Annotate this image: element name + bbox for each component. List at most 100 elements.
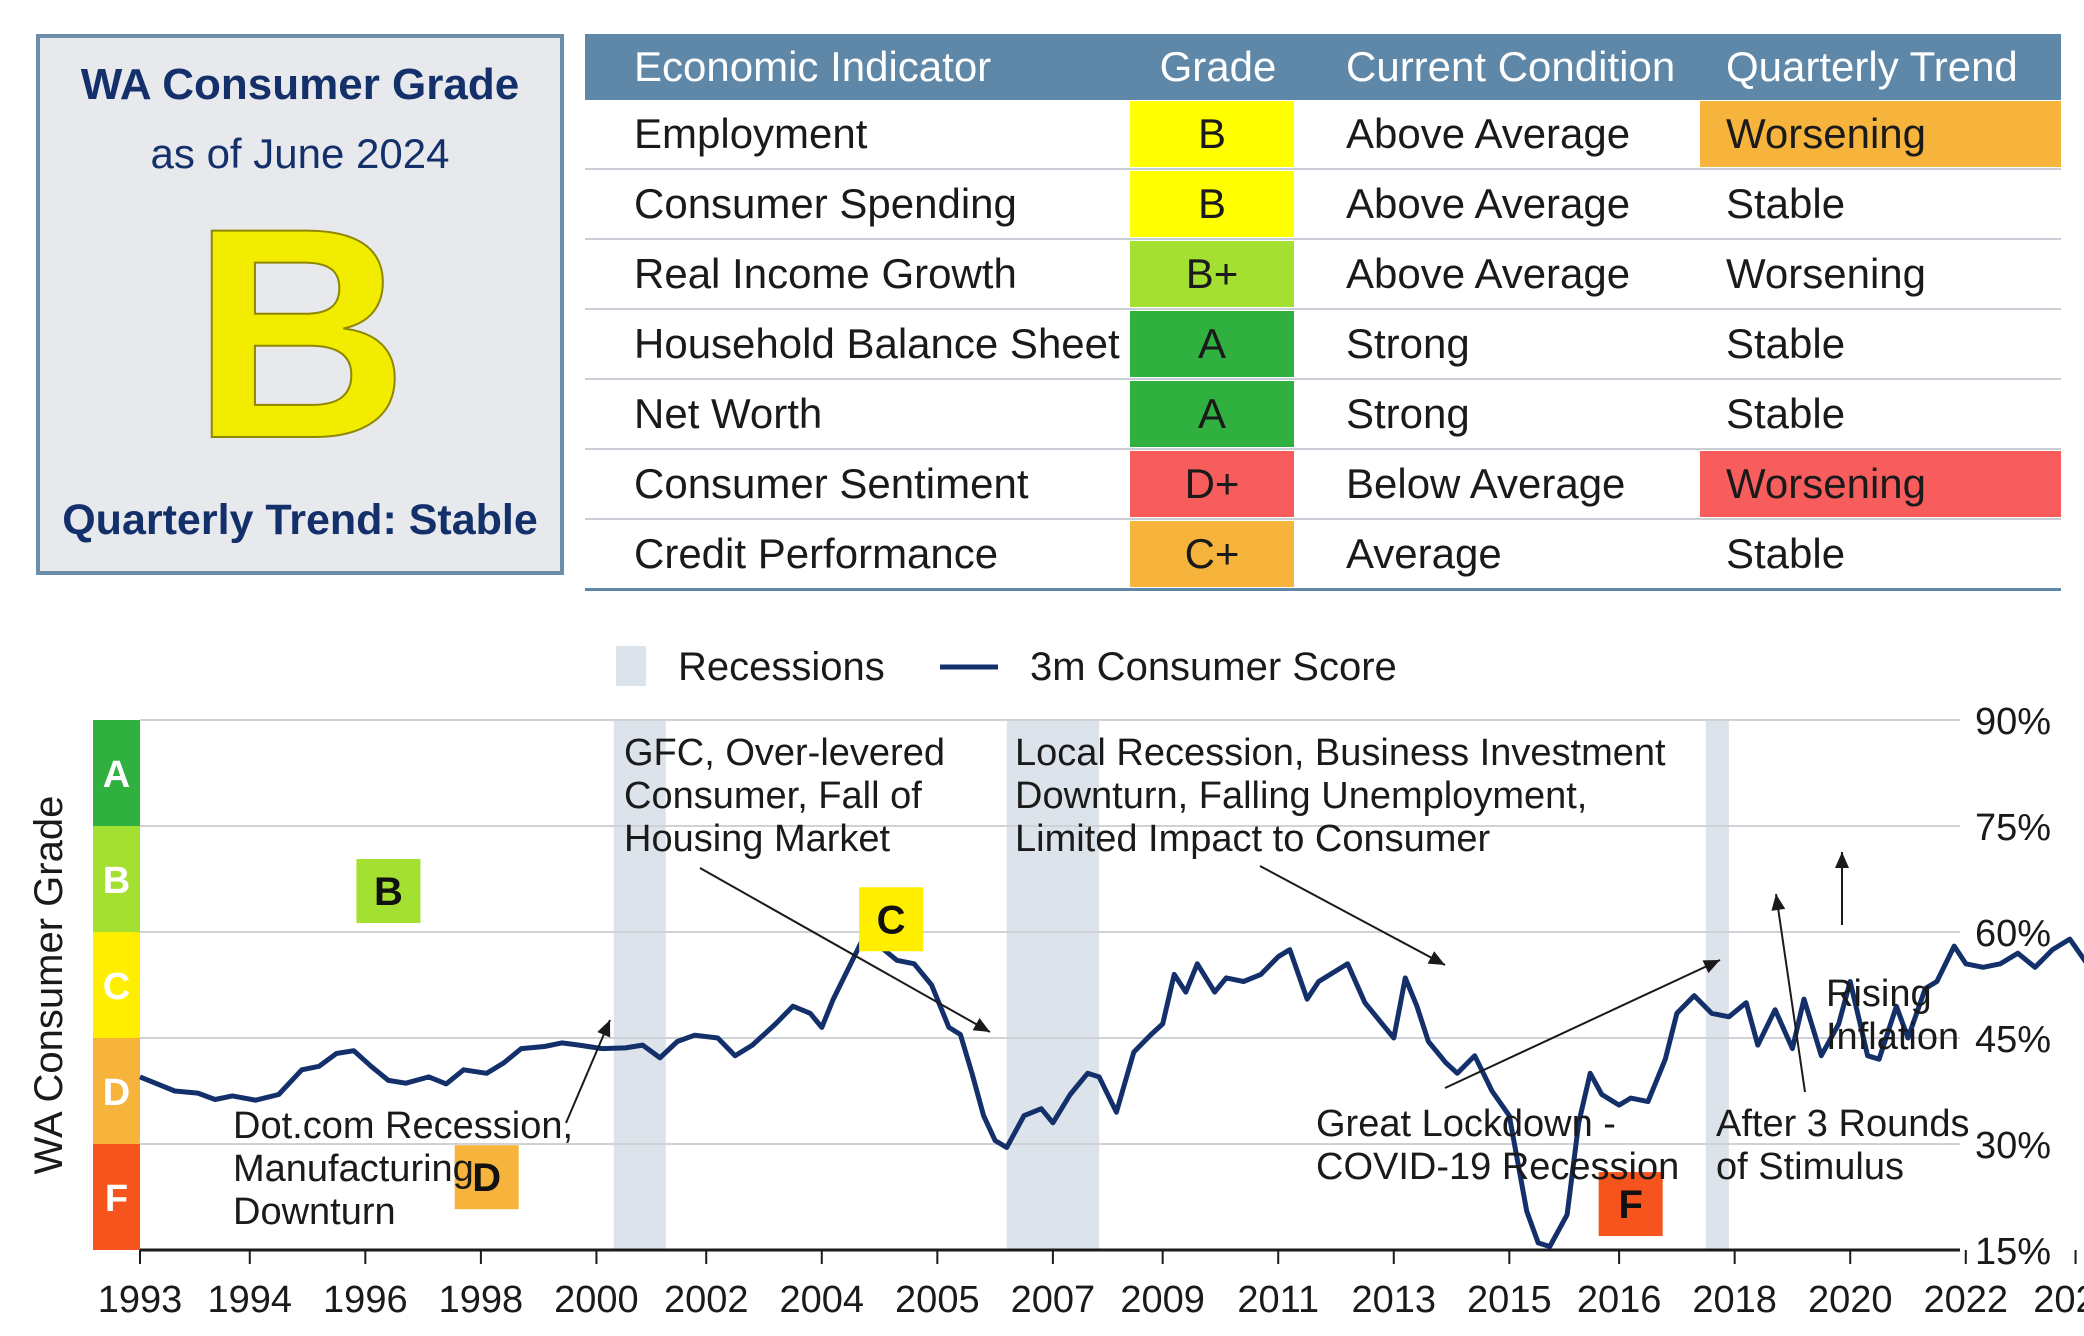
indicator-name: Employment — [585, 100, 1130, 170]
grade-marker-label: C — [877, 898, 906, 942]
table-row: Net Worth A Strong Stable — [585, 379, 2061, 450]
x-tick-label: 1994 — [208, 1279, 293, 1321]
x-tick-label: 2024 — [2033, 1279, 2084, 1321]
grade-band — [93, 1038, 140, 1144]
grade-summary-box: WA Consumer Grade as of June 2024 B Quar… — [36, 34, 564, 575]
indicator-name: Consumer Sentiment — [585, 449, 1130, 520]
table-row: Real Income Growth B+ Above Average Worseni… — [585, 239, 2061, 310]
annotation-arrow — [565, 1019, 611, 1124]
annotation-arrowhead — [597, 1020, 611, 1038]
table-row: Credit Performance C+ Average Stable — [585, 519, 2061, 591]
y-tick-label: 90% — [1975, 701, 2051, 743]
grade-marker — [1598, 1172, 1663, 1237]
recession-band — [1705, 720, 1729, 1250]
annotation-arrow — [1444, 959, 1721, 1089]
indicator-grade: C+ — [1130, 519, 1306, 591]
annotation-text: After 3 Rounds — [1716, 1103, 1969, 1145]
indicator-trend: Stable — [1700, 169, 2061, 240]
indicator-name: Net Worth — [585, 379, 1130, 450]
y-tick-label: 30% — [1975, 1125, 2051, 1167]
header-indicator: Economic Indicator — [585, 34, 1130, 100]
overall-grade: B — [191, 165, 410, 501]
consumer-score-line — [139, 926, 2084, 1249]
y-tick-label: 75% — [1975, 807, 2051, 849]
annotation-text: Rising — [1826, 973, 1932, 1015]
indicator-condition: Above Average — [1306, 100, 1700, 170]
indicator-name: Consumer Spending — [585, 169, 1130, 240]
trend-label: Worsening — [1700, 451, 2061, 517]
grade-badge: B — [1130, 171, 1294, 237]
trend-label: Worsening — [1726, 250, 1926, 297]
indicator-condition: Strong — [1306, 379, 1700, 450]
grade-badge: D+ — [1130, 451, 1294, 517]
grade-band — [93, 720, 140, 826]
indicator-trend: Worsening — [1700, 239, 2061, 310]
header-grade: Grade — [1130, 34, 1306, 100]
indicator-trend: Worsening — [1700, 100, 2061, 170]
table-row: Household Balance Sheet A Strong Stable — [585, 309, 2061, 380]
annotation-text: Inflation — [1826, 1016, 1959, 1058]
y-axis-title: WA Consumer Grade — [27, 796, 71, 1175]
annotation-arrow — [1259, 865, 1446, 966]
indicator-table: Economic Indicator Grade Current Conditi… — [585, 34, 2061, 591]
grade-badge: A — [1130, 381, 1294, 447]
indicator-grade: D+ — [1130, 449, 1306, 520]
annotation-text: GFC, Over-levered — [624, 732, 945, 774]
annotation-text: Consumer, Fall of — [624, 775, 922, 817]
indicator-condition: Above Average — [1306, 239, 1700, 310]
annotation-text: Dot.com Recession, — [233, 1105, 573, 1147]
table-row: Employment B Above Average Worsening — [585, 100, 2061, 170]
indicator-condition: Below Average — [1306, 449, 1700, 520]
x-tick-label: 2000 — [554, 1279, 639, 1321]
grade-band-label: C — [103, 966, 130, 1008]
trend-label: Stable — [1726, 390, 1846, 437]
indicator-trend: Stable — [1700, 379, 2061, 450]
annotation-arrow — [1775, 893, 1806, 1093]
y-tick-label: 15% — [1975, 1231, 2051, 1273]
x-tick-label: 2011 — [1237, 1279, 1319, 1321]
x-tick-label: 2022 — [1924, 1279, 2009, 1321]
annotation-text: Manufacturing — [233, 1148, 474, 1190]
x-tick-label: 2002 — [664, 1279, 749, 1321]
annotation-text: COVID-19 Recession — [1316, 1146, 1679, 1188]
y-tick-label: 60% — [1975, 913, 2051, 955]
annotation-text: Downturn, Falling Unemployment, — [1015, 775, 1587, 817]
indicator-condition: Strong — [1306, 309, 1700, 380]
indicator-name: Real Income Growth — [585, 239, 1130, 310]
grade-marker — [356, 859, 421, 924]
x-tick-label: 1996 — [323, 1279, 408, 1321]
x-tick-label: 1998 — [439, 1279, 524, 1321]
annotation-text: Housing Market — [624, 818, 891, 860]
grade-band-label: D — [103, 1072, 130, 1114]
indicator-condition: Above Average — [1306, 169, 1700, 240]
trend-label: Stable — [1726, 530, 1846, 577]
header-trend: Quarterly Trend — [1700, 34, 2061, 100]
grade-band-label: B — [103, 860, 130, 902]
consumer-score-chart: 15% 30% 45% 60% 75% 90% A B C D F WA Consumer Grade… — [27, 645, 2084, 1321]
annotation-text: Downturn — [233, 1191, 396, 1233]
indicator-name: Credit Performance — [585, 519, 1130, 591]
grade-badge: C+ — [1130, 521, 1294, 587]
indicator-grade: A — [1130, 309, 1306, 380]
grade-band — [93, 1144, 140, 1250]
recession-band — [613, 720, 666, 1250]
recession-band — [1006, 720, 1100, 1250]
header-condition: Current Condition — [1306, 34, 1700, 100]
y-tick-label: 45% — [1975, 1019, 2051, 1061]
grade-marker-label: D — [472, 1156, 501, 1200]
grade-marker-label: F — [1618, 1183, 1642, 1227]
grade-marker — [454, 1145, 519, 1210]
indicator-trend: Worsening — [1700, 449, 2061, 520]
annotation-text: Great Lockdown - — [1316, 1103, 1616, 1145]
grade-band — [93, 826, 140, 932]
indicator-condition: Average — [1306, 519, 1700, 591]
annotation-arrowhead — [1835, 852, 1849, 868]
x-tick-label: 2005 — [895, 1279, 980, 1321]
indicator-grade: B+ — [1130, 239, 1306, 310]
x-tick-label: 2004 — [780, 1279, 865, 1321]
grade-band — [93, 932, 140, 1038]
x-tick-label: 2013 — [1352, 1279, 1437, 1321]
annotation-arrow — [699, 867, 991, 1033]
annotation-arrowhead — [1771, 894, 1786, 911]
grade-marker-label: B — [374, 870, 403, 914]
